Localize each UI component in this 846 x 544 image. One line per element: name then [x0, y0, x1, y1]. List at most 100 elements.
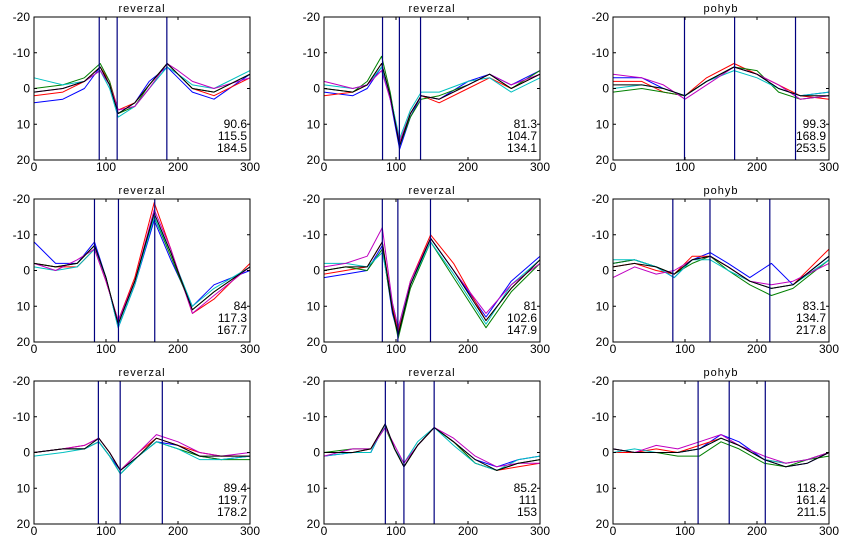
series-line-5	[612, 255, 830, 286]
y-tick-label: 0	[313, 446, 320, 460]
latency-value-3: 211.5	[797, 505, 826, 519]
y-tick-label: 20	[596, 153, 610, 167]
latency-value-1: 83.1	[803, 299, 827, 313]
series-line-6	[323, 63, 541, 147]
x-tick-label: 0	[321, 160, 328, 174]
x-tick-label: 0	[610, 342, 617, 356]
y-tick-label: -10	[303, 410, 321, 424]
latency-value-1: 99.3	[803, 117, 827, 131]
latency-value-3: 147.9	[507, 323, 537, 337]
latency-value-2: 168.9	[796, 129, 826, 143]
y-tick-label: 20	[17, 517, 31, 531]
y-tick-label: 20	[17, 335, 31, 349]
latency-value-2: 161.4	[796, 493, 826, 507]
y-tick-label: -10	[592, 410, 610, 424]
series-line-6	[33, 212, 251, 325]
panel-title: reverzal	[118, 185, 165, 197]
x-tick-label: 200	[168, 342, 188, 356]
latency-value-1: 89.4	[224, 481, 248, 495]
series-line-2	[613, 63, 830, 100]
panel-title: reverzal	[408, 367, 455, 379]
series-line-6	[612, 437, 830, 468]
latency-value-2: 115.5	[218, 129, 247, 143]
y-tick-label: -10	[592, 46, 610, 60]
latency-value-2: 134.7	[796, 311, 826, 325]
x-tick-label: 100	[386, 160, 406, 174]
y-tick-label: -20	[592, 192, 610, 206]
x-tick-label: 200	[458, 524, 478, 538]
y-tick-label: 10	[596, 481, 610, 495]
x-tick-label: 300	[240, 342, 260, 356]
series-line-5	[33, 434, 251, 471]
x-tick-label: 100	[675, 524, 695, 538]
latency-value-3: 253.5	[796, 141, 826, 155]
y-tick-label: -20	[592, 10, 610, 24]
y-tick-label: -20	[13, 374, 31, 388]
y-tick-label: 0	[23, 82, 30, 96]
y-tick-label: 0	[23, 446, 30, 460]
panel-title: reverzal	[408, 3, 455, 15]
series-line-6	[33, 63, 251, 114]
latency-value-3: 167.7	[217, 323, 247, 337]
panel-title: reverzal	[118, 3, 165, 15]
x-tick-label: 200	[458, 160, 478, 174]
y-tick-label: -10	[303, 46, 321, 60]
y-tick-label: 20	[307, 335, 321, 349]
latency-value-1: 90.6	[224, 117, 248, 131]
series-line-6	[323, 237, 541, 336]
x-tick-label: 300	[530, 160, 550, 174]
y-tick-label: -10	[13, 228, 31, 242]
series-line-2	[33, 437, 250, 471]
y-tick-label: 10	[596, 117, 610, 131]
x-tick-label: 0	[610, 524, 617, 538]
y-tick-label: -20	[303, 192, 321, 206]
series-line-3	[33, 216, 251, 325]
panel-title: pohyb	[704, 3, 739, 15]
y-tick-label: 0	[602, 82, 609, 96]
y-tick-label: 0	[602, 446, 609, 460]
x-tick-label: 100	[96, 524, 116, 538]
x-tick-label: 100	[386, 524, 406, 538]
panel-title: pohyb	[704, 367, 739, 379]
chart-panel-2: reverzal 0 100 200 300 -20 -10 0 10 20 81.3104.713…	[303, 3, 551, 174]
y-tick-label: -20	[303, 10, 321, 24]
x-tick-label: 200	[458, 342, 478, 356]
latency-value-1: 118.2	[797, 481, 826, 495]
series-line-3	[323, 241, 541, 339]
x-tick-label: 200	[168, 160, 188, 174]
y-tick-label: -20	[13, 192, 31, 206]
y-tick-label: -10	[303, 228, 321, 242]
y-tick-label: 0	[23, 264, 30, 278]
y-tick-label: 20	[17, 153, 31, 167]
y-tick-label: -20	[13, 10, 31, 24]
latency-value-2: 119.7	[218, 493, 247, 507]
latency-value-2: 102.6	[507, 311, 537, 325]
y-tick-label: 10	[17, 299, 31, 313]
y-tick-label: 20	[596, 517, 610, 531]
x-tick-label: 200	[168, 524, 188, 538]
latency-value-3: 217.8	[796, 323, 826, 337]
y-tick-label: 10	[17, 481, 31, 495]
x-tick-label: 200	[747, 342, 767, 356]
x-tick-label: 0	[31, 342, 38, 356]
chart-panel-9: pohyb 0 100 200 300 -20 -10 0 10 20 118.2161.4211.…	[592, 367, 840, 538]
series-line-5	[612, 434, 830, 464]
series-line-3	[33, 63, 251, 114]
x-tick-label: 0	[321, 524, 328, 538]
series-line-6	[33, 437, 250, 471]
x-tick-label: 300	[530, 524, 550, 538]
x-tick-label: 100	[386, 342, 406, 356]
series-line-4	[323, 66, 541, 140]
latency-value-3: 153	[517, 505, 537, 519]
series-line-6	[612, 255, 830, 289]
y-tick-label: 10	[307, 117, 321, 131]
series-line-5	[323, 427, 540, 468]
series-line-4	[33, 216, 251, 329]
latency-value-1: 81.3	[514, 117, 538, 131]
y-tick-label: 20	[307, 153, 321, 167]
latency-value-2: 111	[519, 493, 538, 507]
chart-panel-7: reverzal 0 100 200 300 -20 -10 0 10 20 89.4119.717…	[13, 367, 261, 538]
x-tick-label: 0	[31, 160, 38, 174]
y-tick-label: 0	[602, 264, 609, 278]
